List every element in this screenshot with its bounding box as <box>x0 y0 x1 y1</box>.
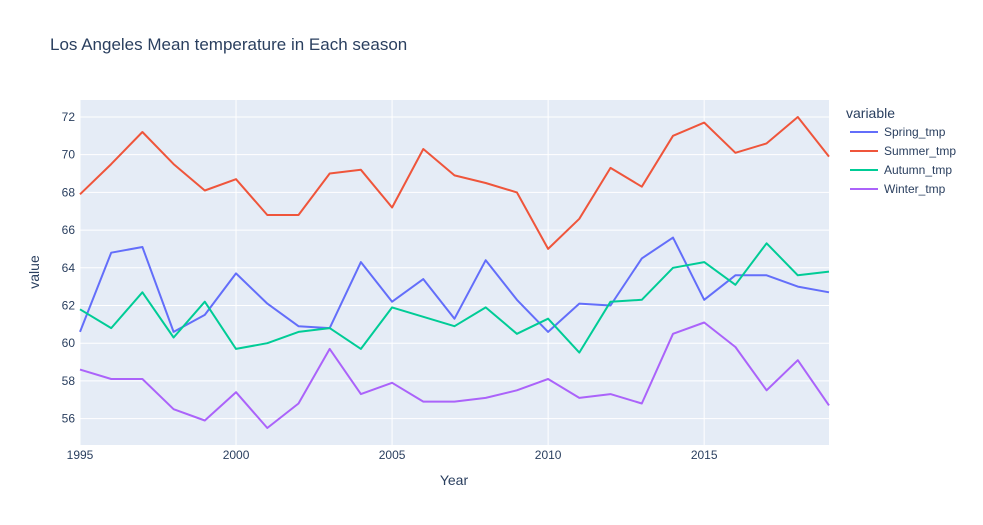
y-tick-label: 64 <box>62 261 76 275</box>
x-tick-label: 1995 <box>67 448 94 462</box>
y-tick-label: 72 <box>62 110 76 124</box>
series-lines <box>79 116 830 429</box>
y-tick-label: 68 <box>62 185 76 199</box>
y-tick-label: 58 <box>62 374 76 388</box>
series-line-summer-tmp <box>79 116 830 250</box>
y-tick-label: 62 <box>62 298 76 312</box>
plot-area[interactable] <box>80 100 829 445</box>
series-line-autumn-tmp <box>79 242 830 354</box>
y-tick-label: 66 <box>62 223 76 237</box>
x-tick-label: 2000 <box>223 448 250 462</box>
legend-items: Spring_tmp Summer_tmp Autumn_tmp Winter_tmp <box>850 125 956 196</box>
x-tick-label: 2015 <box>691 448 718 462</box>
legend-label: Summer_tmp <box>884 144 956 158</box>
legend: variable Spring_tmp Summer_tmp Autumn_tmp W… <box>846 105 956 196</box>
x-tick-label: 2010 <box>535 448 562 462</box>
legend-title: variable <box>846 105 895 121</box>
y-tick-label: 70 <box>62 148 76 162</box>
y-axis-title: value <box>26 255 42 289</box>
legend-label: Spring_tmp <box>884 125 946 139</box>
series-line-spring-tmp <box>79 236 830 333</box>
chart-title: Los Angeles Mean temperature in Each sea… <box>50 35 407 54</box>
x-axis-title: Year <box>440 472 469 488</box>
y-tick-label: 60 <box>62 336 76 350</box>
series-line-winter-tmp <box>79 321 830 429</box>
x-tick-label: 2005 <box>379 448 406 462</box>
legend-label: Autumn_tmp <box>884 163 952 177</box>
legend-label: Winter_tmp <box>884 182 946 196</box>
axis-ticks: 56 58 60 62 64 66 68 70 72 1995 2000 2005 2010 2015 <box>62 110 718 462</box>
y-tick-label: 56 <box>62 412 76 426</box>
